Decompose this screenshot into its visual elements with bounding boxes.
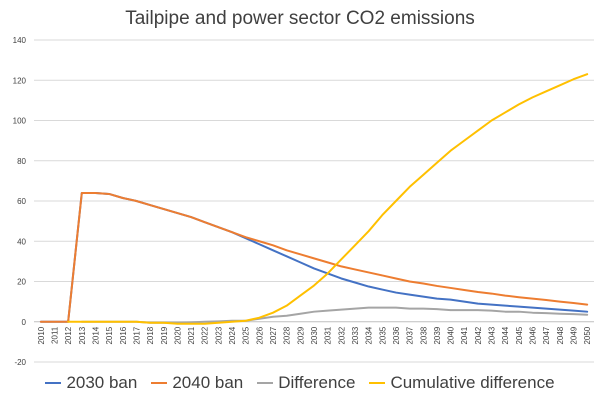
x-tick-label: 2027 — [269, 326, 278, 344]
legend-label: 2040 ban — [172, 373, 244, 392]
x-tick-label: 2024 — [228, 326, 237, 344]
x-tick-label: 2037 — [406, 326, 415, 344]
x-tick-label: 2023 — [214, 326, 223, 344]
x-tick-label: 2019 — [160, 326, 169, 344]
x-tick-label: 2029 — [296, 326, 305, 344]
legend-label: 2030 ban — [66, 373, 138, 392]
legend-item: Cumulative difference — [369, 373, 555, 393]
legend-swatch — [257, 382, 274, 384]
x-tick-label: 2039 — [433, 326, 442, 344]
x-tick-label: 2044 — [501, 326, 510, 344]
y-axis-ticks: -20 0 20 40 60 80 100 120 140 — [13, 36, 27, 367]
x-tick-label: 2012 — [64, 326, 73, 344]
y-tick-label: 80 — [17, 157, 26, 166]
x-axis-ticks: 2010 2011 2012 2013 2014 2015 2016 2017 2018 2019… — [37, 326, 592, 344]
legend-label: Cumulative difference — [390, 373, 555, 392]
series-line-2040-ban — [39, 191, 589, 323]
chart-title: Tailpipe and power sector CO2 emissions — [125, 8, 475, 29]
legend-item: Difference — [257, 373, 355, 393]
x-tick-label: 2025 — [242, 326, 251, 344]
series-lines — [39, 73, 589, 325]
x-tick-label: 2032 — [337, 326, 346, 344]
x-tick-label: 2016 — [119, 326, 128, 344]
x-tick-label: 2010 — [37, 326, 46, 344]
x-tick-label: 2036 — [392, 326, 401, 344]
x-tick-label: 2017 — [132, 326, 141, 344]
legend: 2030 ban 2040 ban Difference Cumulative dif… — [0, 373, 600, 393]
x-tick-label: 2041 — [460, 326, 469, 344]
y-tick-label: 0 — [22, 318, 27, 327]
x-tick-label: 2042 — [474, 326, 483, 344]
legend-swatch — [151, 382, 168, 384]
x-tick-label: 2031 — [324, 326, 333, 344]
x-tick-label: 2034 — [365, 326, 374, 344]
gridlines — [34, 39, 594, 363]
series-line-difference — [80, 306, 589, 324]
x-tick-label: 2035 — [378, 326, 387, 344]
x-tick-label: 2026 — [255, 326, 264, 344]
x-tick-label: 2015 — [105, 326, 114, 344]
x-tick-label: 2013 — [78, 326, 87, 344]
x-tick-label: 2014 — [91, 326, 100, 344]
x-tick-label: 2028 — [283, 326, 292, 344]
x-tick-label: 2038 — [419, 326, 428, 344]
x-tick-label: 2046 — [529, 326, 538, 344]
legend-swatch — [45, 382, 62, 384]
legend-item: 2030 ban — [45, 373, 137, 393]
y-tick-label: 140 — [13, 36, 27, 45]
x-tick-label: 2040 — [447, 326, 456, 344]
x-tick-label: 2043 — [488, 326, 497, 344]
x-tick-label: 2018 — [146, 326, 155, 344]
y-tick-label: 40 — [17, 237, 26, 246]
x-tick-label: 2048 — [556, 326, 565, 344]
x-tick-label: 2045 — [515, 326, 524, 344]
y-tick-label: 100 — [13, 117, 27, 126]
x-tick-label: 2030 — [310, 326, 319, 344]
y-tick-label: 60 — [17, 197, 26, 206]
x-tick-label: 2011 — [50, 326, 59, 344]
x-tick-label: 2047 — [542, 326, 551, 344]
legend-label: Difference — [278, 373, 356, 392]
x-tick-label: 2021 — [187, 326, 196, 344]
series-line-cumulative-difference — [67, 73, 589, 325]
x-tick-label: 2050 — [583, 326, 592, 344]
x-tick-label: 2033 — [351, 326, 360, 344]
legend-swatch — [369, 382, 386, 384]
x-tick-label: 2020 — [173, 326, 182, 344]
x-tick-label: 2022 — [201, 326, 210, 344]
y-tick-label: 120 — [13, 76, 27, 85]
y-tick-label: -20 — [14, 358, 26, 367]
legend-item: 2040 ban — [151, 373, 243, 393]
y-tick-label: 20 — [17, 278, 26, 287]
x-tick-label: 2049 — [570, 326, 579, 344]
